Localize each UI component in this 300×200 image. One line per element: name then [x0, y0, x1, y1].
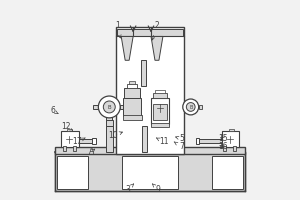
Bar	[142, 126, 147, 152]
Text: 2: 2	[152, 21, 159, 40]
Bar	[141, 60, 146, 86]
Bar	[224, 146, 226, 151]
Bar	[61, 131, 79, 147]
Bar	[55, 147, 245, 154]
Text: 10: 10	[108, 131, 122, 140]
Text: 3: 3	[126, 184, 134, 194]
Bar	[221, 131, 239, 147]
Bar	[117, 28, 183, 36]
Bar	[196, 138, 199, 144]
Bar	[127, 84, 137, 88]
Bar	[122, 156, 178, 189]
Polygon shape	[151, 36, 163, 60]
Bar	[106, 120, 113, 126]
Bar	[106, 107, 112, 121]
Text: A: A	[89, 147, 95, 156]
Bar	[57, 156, 88, 189]
Bar	[116, 27, 184, 154]
Text: B: B	[189, 105, 192, 110]
Bar	[153, 104, 167, 120]
Bar	[123, 98, 141, 116]
Circle shape	[98, 96, 120, 118]
Bar	[63, 146, 66, 151]
Text: 12: 12	[61, 122, 73, 132]
Bar	[124, 88, 140, 98]
Text: 9: 9	[152, 184, 160, 194]
Circle shape	[183, 99, 199, 115]
Text: 1: 1	[115, 21, 121, 38]
Bar	[151, 98, 169, 124]
Text: 16: 16	[219, 142, 228, 151]
Bar	[120, 105, 123, 109]
Text: 6: 6	[50, 106, 58, 115]
Bar	[229, 129, 234, 131]
Bar	[67, 129, 72, 131]
Bar	[92, 138, 96, 144]
Bar	[93, 105, 98, 109]
Bar	[55, 152, 245, 191]
Text: 15: 15	[219, 134, 228, 143]
Bar	[151, 123, 169, 127]
Text: B: B	[107, 105, 111, 110]
Circle shape	[103, 101, 115, 113]
Bar	[129, 81, 135, 84]
Bar	[79, 139, 93, 143]
Bar	[73, 146, 76, 151]
Bar	[106, 126, 113, 152]
Text: 11: 11	[156, 137, 169, 146]
Circle shape	[186, 103, 195, 111]
Bar	[212, 156, 243, 189]
Text: 17: 17	[73, 137, 85, 146]
Bar	[155, 90, 165, 93]
Bar	[153, 93, 167, 98]
Bar	[199, 139, 221, 143]
Text: 5: 5	[176, 134, 184, 143]
Bar	[199, 105, 202, 109]
Text: 7: 7	[174, 142, 184, 151]
Polygon shape	[121, 36, 133, 60]
Bar	[123, 115, 142, 120]
Bar	[233, 146, 236, 151]
